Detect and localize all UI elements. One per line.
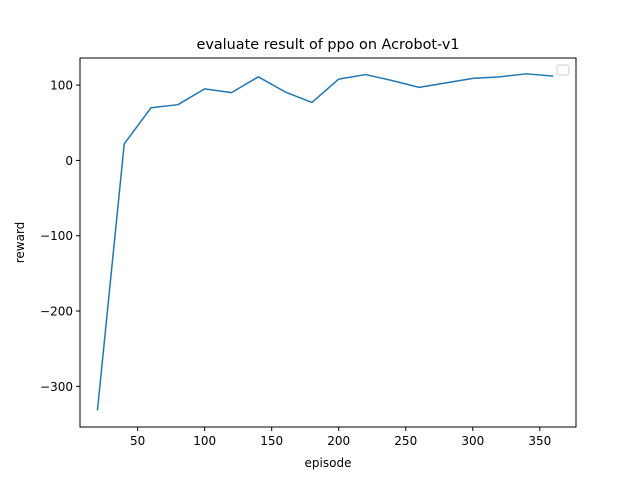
- x-tick-label: 50: [130, 434, 145, 448]
- y-tick-label: −100: [40, 229, 73, 243]
- legend-box: [556, 64, 570, 76]
- chart-title: evaluate result of ppo on Acrobot-v1: [196, 37, 459, 53]
- x-tick-label: 150: [260, 434, 283, 448]
- x-tick-label: 200: [327, 434, 350, 448]
- x-tick-label: 250: [394, 434, 417, 448]
- y-tick-label: 0: [65, 154, 73, 168]
- x-tick-label: 100: [193, 434, 216, 448]
- series-line: [96, 73, 554, 411]
- x-tick-label: 300: [461, 434, 484, 448]
- y-tick-label: −300: [40, 380, 73, 394]
- y-axis-ticks: −300 −200 −100 0 100: [40, 79, 80, 394]
- y-axis-label: reward: [13, 222, 27, 264]
- x-axis-ticks: 50 100 150 200 250 300 350: [130, 427, 551, 448]
- y-tick-label: −200: [40, 305, 73, 319]
- series-layer: [96, 73, 554, 411]
- plot-frame: [79, 57, 577, 428]
- x-tick-label: 350: [528, 434, 551, 448]
- x-axis-label: episode: [305, 456, 352, 470]
- y-tick-label: 100: [50, 79, 73, 93]
